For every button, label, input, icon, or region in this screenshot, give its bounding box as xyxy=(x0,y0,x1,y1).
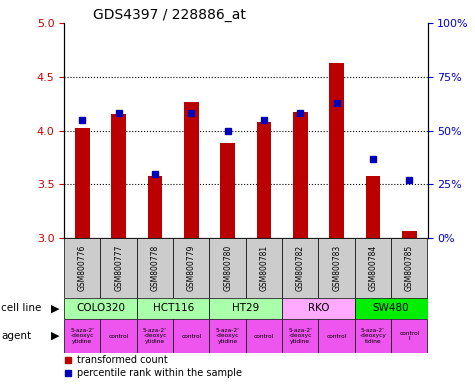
Text: ▶: ▶ xyxy=(51,331,59,341)
Bar xyxy=(282,319,318,353)
Text: 5-aza-2'
-deoxyc
ytidine: 5-aza-2' -deoxyc ytidine xyxy=(143,328,167,344)
Bar xyxy=(64,298,137,319)
Text: GSM800783: GSM800783 xyxy=(332,245,341,291)
Text: RKO: RKO xyxy=(308,303,329,313)
Bar xyxy=(148,176,162,238)
Bar xyxy=(318,319,355,353)
Text: 5-aza-2'
-deoxycy
tidine: 5-aza-2' -deoxycy tidine xyxy=(360,328,387,344)
Bar xyxy=(101,238,137,298)
Bar xyxy=(391,319,428,353)
Text: GSM800778: GSM800778 xyxy=(151,245,160,291)
Text: GSM800777: GSM800777 xyxy=(114,245,123,291)
Bar xyxy=(209,298,282,319)
Bar xyxy=(137,238,173,298)
Bar xyxy=(402,230,417,238)
Bar xyxy=(366,176,380,238)
Text: GSM800784: GSM800784 xyxy=(369,245,378,291)
Text: COLO320: COLO320 xyxy=(76,303,125,313)
Text: agent: agent xyxy=(1,331,31,341)
Text: GSM800780: GSM800780 xyxy=(223,245,232,291)
Bar xyxy=(246,319,282,353)
Text: percentile rank within the sample: percentile rank within the sample xyxy=(77,368,242,379)
Bar xyxy=(355,238,391,298)
Bar xyxy=(209,319,246,353)
Text: control
l: control l xyxy=(399,331,419,341)
Text: control: control xyxy=(181,333,201,339)
Bar xyxy=(282,298,355,319)
Text: GSM800782: GSM800782 xyxy=(296,245,305,291)
Bar xyxy=(184,101,199,238)
Bar xyxy=(111,114,126,238)
Bar xyxy=(293,112,308,238)
Bar xyxy=(173,319,209,353)
Bar xyxy=(355,319,391,353)
Text: 5-aza-2'
-deoxyc
ytidine: 5-aza-2' -deoxyc ytidine xyxy=(288,328,312,344)
Bar xyxy=(101,319,137,353)
Bar xyxy=(256,122,271,238)
Text: control: control xyxy=(326,333,347,339)
Text: GDS4397 / 228886_at: GDS4397 / 228886_at xyxy=(93,8,246,22)
Text: GSM800781: GSM800781 xyxy=(259,245,268,291)
Text: HT29: HT29 xyxy=(232,303,259,313)
Bar xyxy=(209,238,246,298)
Text: HCT116: HCT116 xyxy=(152,303,194,313)
Text: cell line: cell line xyxy=(1,303,41,313)
Bar xyxy=(64,319,101,353)
Text: GSM800776: GSM800776 xyxy=(78,245,87,291)
Bar xyxy=(64,238,101,298)
Text: control: control xyxy=(254,333,274,339)
Bar xyxy=(173,238,209,298)
Bar xyxy=(220,144,235,238)
Bar xyxy=(137,298,209,319)
Bar xyxy=(329,63,344,238)
Text: SW480: SW480 xyxy=(373,303,409,313)
Bar xyxy=(246,238,282,298)
Text: GSM800785: GSM800785 xyxy=(405,245,414,291)
Text: transformed count: transformed count xyxy=(77,355,168,365)
Bar xyxy=(137,319,173,353)
Bar xyxy=(391,238,428,298)
Bar xyxy=(282,238,318,298)
Bar xyxy=(318,238,355,298)
Text: 5-aza-2'
-deoxyc
ytidine: 5-aza-2' -deoxyc ytidine xyxy=(216,328,239,344)
Text: GSM800779: GSM800779 xyxy=(187,245,196,291)
Text: 5-aza-2'
-deoxyc
ytidine: 5-aza-2' -deoxyc ytidine xyxy=(70,328,94,344)
Text: ▶: ▶ xyxy=(51,303,59,313)
Text: control: control xyxy=(108,333,129,339)
Bar xyxy=(75,128,90,238)
Bar xyxy=(355,298,428,319)
